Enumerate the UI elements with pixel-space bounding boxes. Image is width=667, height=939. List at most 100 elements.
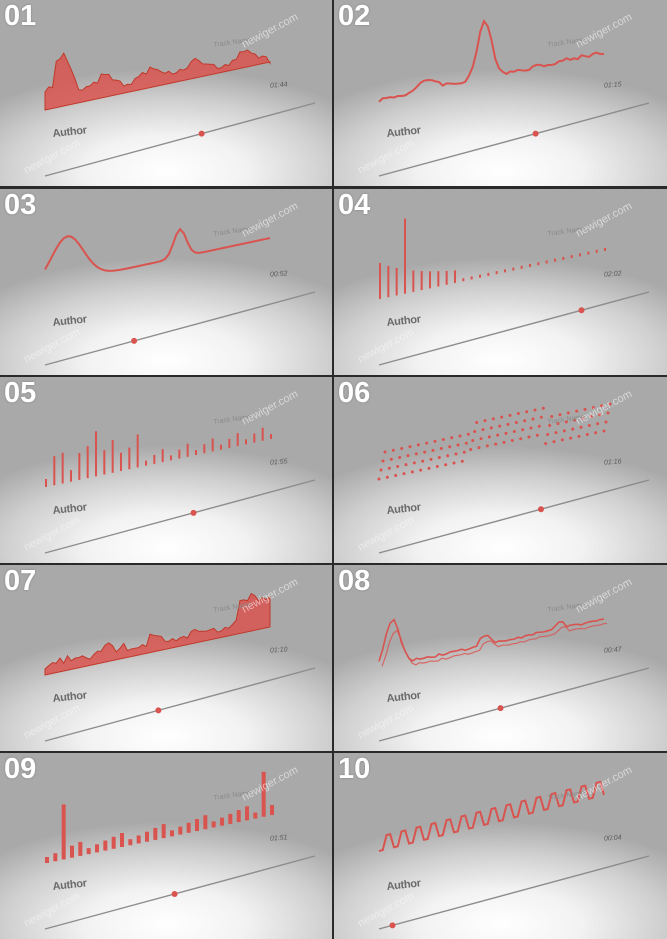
level-bar: [537, 262, 540, 266]
visualizer-tile[interactable]: 05 Track Name 01:55 Author newiger.com newige…: [0, 377, 332, 563]
level-bar: [61, 804, 66, 860]
level-bar: [86, 446, 89, 479]
track-time: 02:02: [603, 270, 622, 279]
level-bar: [420, 271, 423, 291]
level-dot: [606, 411, 610, 415]
level-dot: [554, 431, 558, 435]
seek-track: [44, 667, 316, 742]
level-bar: [145, 460, 147, 466]
level-dot: [496, 433, 500, 437]
visualizer-tile[interactable]: 08 Track Name 00:47 Author newiger.com newige…: [334, 565, 667, 751]
level-dot: [412, 461, 416, 465]
level-dot: [498, 424, 502, 428]
level-dot: [466, 432, 470, 436]
visualizer-graphic: [44, 227, 316, 366]
level-bar: [520, 265, 523, 269]
level-dot: [477, 446, 481, 450]
level-dot: [525, 410, 529, 414]
level-dot: [400, 446, 404, 450]
level-dot: [450, 436, 454, 440]
level-bar: [95, 431, 97, 477]
level-bar: [136, 835, 141, 844]
waveform-line: [378, 780, 605, 852]
level-dot: [416, 443, 420, 447]
level-dot: [587, 424, 591, 428]
seek-track: [44, 291, 316, 366]
level-dot: [566, 411, 570, 415]
level-bar: [570, 255, 573, 259]
level-bar: [562, 256, 565, 260]
level-bar: [587, 251, 590, 255]
track-time: 00:04: [603, 834, 622, 843]
visualizer-tile[interactable]: 01 Track Name 01:44 Author newiger.com newige…: [0, 0, 332, 186]
level-bar: [145, 831, 149, 842]
level-dot: [544, 441, 548, 445]
level-dot: [396, 464, 400, 468]
level-dot: [494, 442, 498, 446]
level-bar: [429, 271, 431, 289]
visualizer-graphic: [378, 780, 650, 930]
seek-handle: [198, 130, 205, 137]
level-dot: [421, 459, 425, 463]
visualizer-tile[interactable]: 07 Track Name 01:10 Author newiger.com newige…: [0, 565, 332, 751]
level-dot: [581, 416, 585, 420]
level-bar: [45, 857, 49, 863]
waveform-line: [378, 19, 605, 103]
level-bar: [412, 270, 415, 292]
level-bar: [487, 272, 490, 276]
level-bar: [270, 434, 272, 439]
track-time: 01:55: [269, 458, 288, 467]
visualizer-tile[interactable]: 10 Track Name 00:04 Author newiger.com newige…: [334, 753, 667, 939]
level-dot: [560, 438, 564, 442]
level-dot: [385, 475, 389, 479]
level-bar: [70, 845, 74, 858]
level-dot: [489, 426, 493, 430]
level-dot: [441, 438, 445, 442]
tile-number: 08: [338, 565, 371, 597]
level-bar: [195, 450, 197, 455]
seek-handle: [538, 506, 544, 513]
level-dot: [579, 425, 583, 429]
level-bar: [120, 833, 124, 847]
level-dot: [583, 407, 587, 411]
level-dot: [575, 409, 579, 413]
level-dot: [419, 468, 423, 472]
level-bar: [470, 276, 473, 280]
level-bar: [128, 447, 131, 470]
level-bar: [245, 439, 247, 445]
seek-track: [44, 479, 316, 554]
level-bar: [604, 248, 606, 251]
level-bar: [253, 812, 258, 819]
level-dot: [414, 452, 418, 456]
level-dot: [598, 413, 602, 417]
level-dot: [577, 434, 581, 438]
visualizer-tile[interactable]: 09 Track Name 01:51 Author newiger.com newige…: [0, 753, 332, 939]
level-bar: [529, 264, 531, 267]
level-dot: [479, 437, 483, 441]
visualizer-tile[interactable]: 03 Track Name 00:52 Author newiger.com newige…: [0, 189, 332, 375]
visualizer-tile[interactable]: 04 Track Name 02:02 Author newiger.com newige…: [334, 189, 667, 375]
level-dot: [433, 439, 437, 443]
waveform-area: [44, 49, 271, 111]
level-bar: [395, 267, 398, 296]
visualizer-tile[interactable]: 02 Track Name 01:15 Author newiger.com newige…: [334, 0, 667, 186]
level-dot: [527, 435, 531, 439]
level-bar: [203, 815, 208, 830]
visualizer-tile[interactable]: 06 Track Name 01:16 Author newiger.com newige…: [334, 377, 667, 563]
level-dot: [471, 438, 475, 442]
level-dot: [550, 414, 554, 418]
track-time: 01:15: [603, 81, 622, 90]
level-bar: [437, 271, 440, 287]
level-dot: [391, 448, 395, 452]
level-bar: [261, 771, 266, 817]
level-bar: [103, 450, 106, 475]
level-dot: [435, 465, 439, 469]
visualizer-graphic: [378, 19, 650, 177]
level-bar: [228, 438, 231, 448]
level-dot: [535, 433, 539, 437]
level-dot: [512, 430, 516, 434]
track-time: 00:47: [603, 646, 622, 655]
level-dot: [429, 457, 433, 461]
level-dot: [556, 422, 560, 426]
level-bar: [136, 434, 139, 468]
